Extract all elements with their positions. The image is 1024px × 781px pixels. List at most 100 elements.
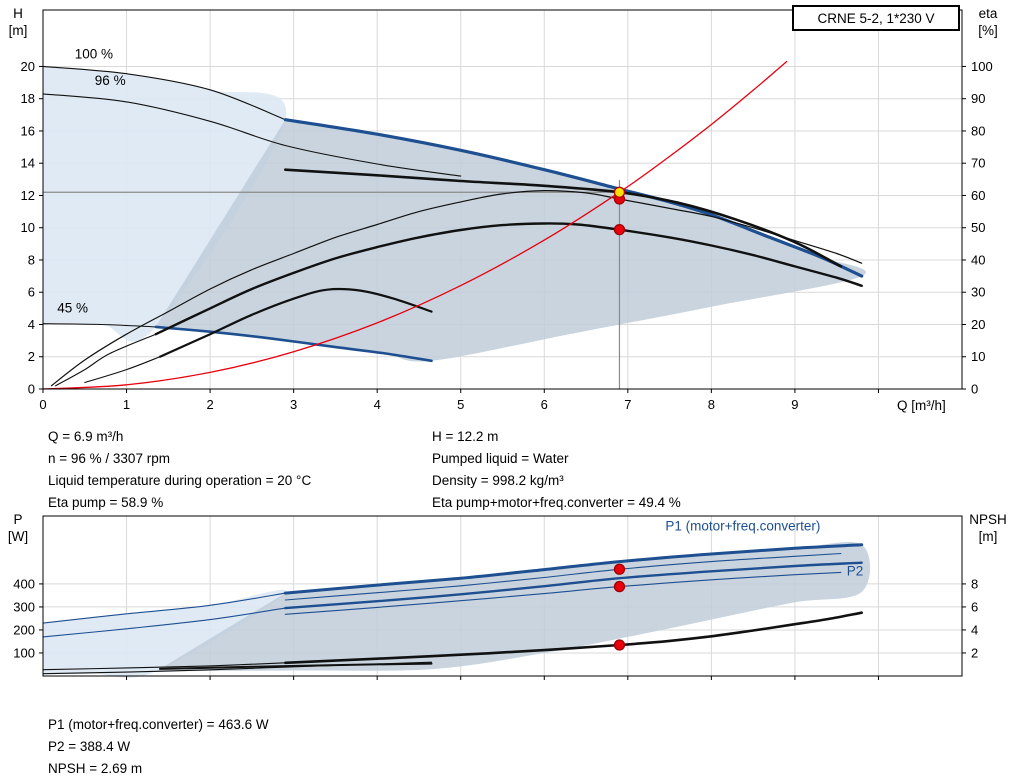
info-line: Density = 998.2 kg/m³ [432, 473, 564, 488]
info-line: Eta pump = 58.9 % [48, 495, 164, 510]
pump-title: CRNE 5-2, 1*230 V [817, 10, 935, 26]
svg-text:4: 4 [374, 397, 381, 412]
svg-text:400: 400 [13, 576, 35, 591]
svg-text:2: 2 [206, 397, 213, 412]
svg-text:80: 80 [971, 123, 985, 138]
svg-text:16: 16 [21, 123, 35, 138]
svg-text:0: 0 [971, 382, 978, 397]
axis-ticks: 0246810121416182001020304050607080901000… [21, 59, 993, 412]
info-line: Pumped liquid = Water [432, 451, 569, 466]
right-axis-unit: [%] [978, 23, 998, 38]
svg-text:40: 40 [971, 252, 985, 267]
qh-curve-96pct-duty [284, 168, 843, 268]
right-axis-label: eta [979, 6, 998, 21]
power-envelope-light [43, 589, 287, 678]
power-envelope [155, 542, 871, 672]
system-curve [42, 60, 788, 390]
p1-point [613, 563, 626, 575]
speed-label-100pct: 100 % [75, 46, 113, 61]
eta-total-curve-lead [54, 333, 157, 387]
left-axis-label: P [13, 512, 22, 527]
npsh-point [613, 639, 626, 651]
svg-text:8: 8 [708, 397, 715, 412]
svg-text:9: 9 [791, 397, 798, 412]
duty-point [613, 186, 626, 198]
eta-45pct-curve-lead [84, 356, 161, 384]
svg-text:5: 5 [457, 397, 464, 412]
svg-text:6: 6 [28, 285, 35, 300]
info-line: P2 = 388.4 W [48, 739, 131, 754]
plot-border [42, 515, 963, 677]
duty-info-panel: Q = 6.9 m³/h n = 96 % / 3307 rpm Liquid te… [0, 420, 1024, 510]
plot-border [42, 9, 963, 390]
npsh-curve-lead [42, 662, 286, 671]
npsh-45pct-curve [159, 662, 433, 670]
svg-text:6: 6 [971, 599, 978, 614]
qh-curve-96pct-lead [42, 93, 462, 177]
qh-curve-45pct-min [154, 325, 433, 363]
power-info-panel: P1 (motor+freq.converter) = 463.6 W P2 = … [0, 706, 1024, 780]
p2-curve-lead [42, 607, 286, 638]
speed-envelope-light [43, 66, 287, 342]
svg-text:7: 7 [624, 397, 631, 412]
svg-text:3: 3 [290, 397, 297, 412]
p2-curve-100pct [284, 561, 863, 610]
svg-text:10: 10 [21, 220, 35, 235]
eta-45pct-curve [158, 287, 433, 358]
svg-text:20: 20 [971, 317, 985, 332]
svg-text:300: 300 [13, 599, 35, 614]
qh-curve-45pct-lead [42, 323, 157, 328]
svg-text:1: 1 [123, 397, 130, 412]
info-line: Eta pump+motor+freq.converter = 49.4 % [432, 495, 681, 510]
svg-text:6: 6 [541, 397, 548, 412]
p1-curve-lead [42, 592, 286, 624]
svg-text:10: 10 [971, 349, 985, 364]
p2-curve-label: P2 [847, 564, 864, 579]
p2-curve-96pct [284, 571, 842, 615]
speed-label-45pct: 45 % [57, 300, 88, 315]
svg-text:70: 70 [971, 156, 985, 171]
right-axis-label: NPSH [969, 512, 1007, 527]
right-axis-unit: [m] [979, 529, 998, 544]
speed-label-96pct: 96 % [95, 73, 126, 88]
svg-text:18: 18 [21, 91, 35, 106]
info-line: H = 12.2 m [432, 429, 499, 444]
qh-curve-100pct-lead [42, 65, 286, 121]
eta-pump-curve [50, 189, 863, 387]
svg-text:2: 2 [971, 645, 978, 660]
duty-info-right-column: H = 12.2 m Pumped liquid = Water Density =… [432, 426, 681, 514]
eta-total-point [613, 224, 626, 236]
speed-envelope [155, 119, 866, 362]
info-line: Q = 6.9 m³/h [48, 429, 124, 444]
svg-text:4: 4 [971, 622, 978, 637]
qh-eta-chart: 0246810121416182001020304050607080901000… [9, 6, 998, 413]
svg-text:200: 200 [13, 622, 35, 637]
svg-text:90: 90 [971, 91, 985, 106]
duty-info-left-column: Q = 6.9 m³/h n = 96 % / 3307 rpm Liquid te… [48, 426, 311, 514]
info-line: Liquid temperature during operation = 20… [48, 473, 312, 488]
x-axis-label: Q [m³/h] [897, 398, 946, 413]
svg-text:2: 2 [28, 349, 35, 364]
svg-text:30: 30 [971, 285, 985, 300]
left-axis-unit: [W] [8, 529, 28, 544]
info-line: P1 (motor+freq.converter) = 463.6 W [48, 717, 269, 732]
svg-text:0: 0 [28, 382, 35, 397]
svg-text:20: 20 [21, 59, 35, 74]
svg-text:100: 100 [13, 645, 35, 660]
axis-ticks: 100 200 300 400 2 4 6 8 [13, 576, 978, 680]
p2-point [613, 580, 626, 593]
p1-curve-100pct [283, 543, 864, 595]
info-line: NPSH = 2.69 m [48, 761, 143, 776]
svg-text:12: 12 [21, 188, 35, 203]
p1-curve-label: P1 (motor+freq.converter) [665, 519, 820, 534]
svg-text:100: 100 [971, 59, 993, 74]
svg-text:14: 14 [21, 156, 35, 171]
svg-text:8: 8 [28, 252, 35, 267]
eta-total-curve [154, 222, 863, 336]
svg-text:8: 8 [971, 576, 978, 591]
power-npsh-chart: 100 200 300 400 2 4 6 8 P [W] NPSH [m] P1 (motor+fre… [8, 512, 1007, 680]
svg-text:0: 0 [39, 397, 46, 412]
npsh-curve [284, 611, 863, 665]
svg-text:60: 60 [971, 188, 985, 203]
